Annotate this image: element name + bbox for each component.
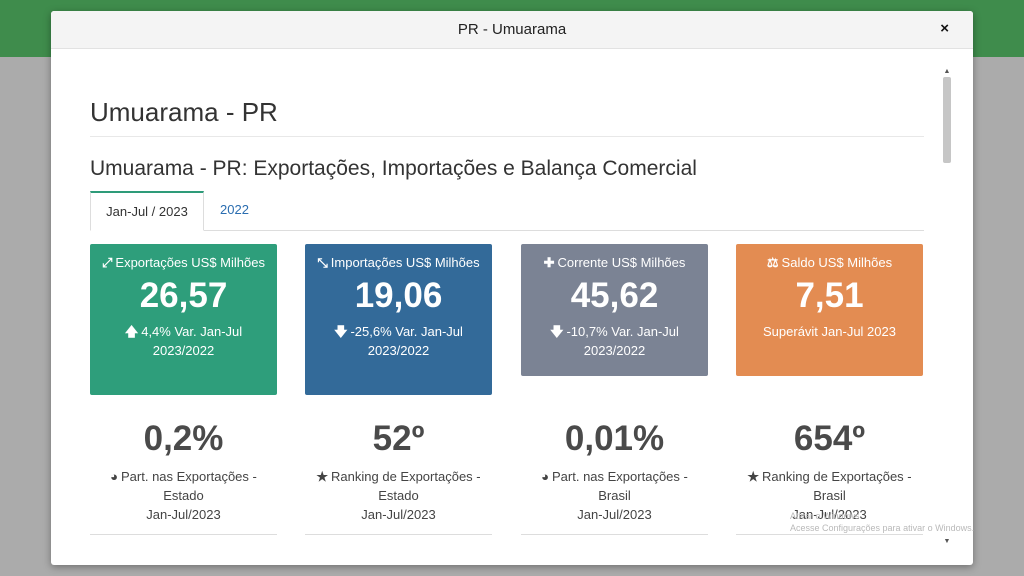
exports-value: 26,57: [139, 276, 228, 315]
modal-header: PR - Umuarama ×: [51, 11, 973, 49]
section-title: Umuarama - PR: Exportações, Importações …: [90, 157, 697, 180]
scroll-thumb[interactable]: [943, 77, 951, 163]
imports-value: 19,06: [354, 276, 443, 315]
exports-variation: 🡅 4,4% Var. Jan-Jul 2023/2022: [124, 324, 243, 358]
tab-2022[interactable]: 2022: [220, 202, 249, 217]
stat-share-state: 0,2% ◕ Part. nas Exportações - Estado Jan-…: [90, 419, 277, 535]
stat-ranking-brazil: 654º ★ Ranking de Exportações - Brasil Jan…: [736, 419, 923, 535]
star-icon: ★: [747, 469, 760, 484]
stat-value: 52º: [372, 419, 425, 458]
arrow-down-icon: 🡇: [334, 324, 348, 339]
exports-label: ⤢ Exportações US$ Milhões: [102, 255, 265, 270]
imports-label: ⤡ Importações US$ Milhões: [317, 255, 480, 270]
trade-flow-variation: 🡇 -10,7% Var. Jan-Jul 2023/2022: [550, 324, 679, 358]
star-icon: ★: [316, 469, 329, 484]
stat-value: 0,01%: [564, 419, 665, 458]
modal-body: Umuarama - PR Umuarama - PR: Exportações…: [51, 49, 941, 565]
exports-card: ⤢ Exportações US$ Milhões 26,57 🡅 4,4% Var…: [90, 244, 277, 395]
stat-value: 0,2%: [143, 419, 224, 458]
arrow-down-icon: 🡇: [550, 324, 564, 339]
balance-scale-icon: ⚖: [766, 255, 779, 270]
pie-chart-icon: ◕: [541, 469, 549, 484]
balance-status: Superávit Jan-Jul 2023: [763, 324, 896, 339]
trade-flow-card: ✚ Corrente US$ Milhões 45,62 🡇 -10,7% Var.…: [521, 244, 708, 376]
stat-label: ◕ Part. nas Exportações - Brasil Jan-Jul/2…: [541, 469, 688, 522]
modal-title: PR - Umuarama: [457, 21, 567, 38]
stat-period: Jan-Jul/2023: [146, 507, 221, 522]
modal-scrollbar[interactable]: ▲ ▼: [941, 67, 953, 547]
expand-arrows-icon: ⤢: [102, 255, 113, 270]
city-modal: PR - Umuarama × Umuarama - PR Umuarama -…: [51, 11, 973, 565]
pie-chart-icon: ◕: [110, 469, 118, 484]
balance-value: 7,51: [795, 276, 864, 315]
trade-flow-label: ✚ Corrente US$ Milhões: [543, 255, 686, 270]
balance-card: ⚖ Saldo US$ Milhões 7,51 Superávit Jan-Ju…: [736, 244, 923, 376]
stat-value: 654º: [793, 419, 866, 458]
trade-flow-value: 45,62: [570, 276, 659, 315]
arrow-up-icon: 🡅: [124, 324, 139, 339]
plus-icon: ✚: [543, 255, 555, 270]
stat-period: Jan-Jul/2023: [361, 507, 436, 522]
title-divider: [90, 136, 924, 137]
scroll-down-icon[interactable]: ▼: [943, 538, 951, 545]
watermark-line2: Acesse Configurações para ativar o Windo…: [790, 523, 975, 533]
stat-period: Jan-Jul/2023: [577, 507, 652, 522]
imports-card: ⤡ Importações US$ Milhões 19,06 🡇 -25,6% V…: [305, 244, 492, 395]
windows-activation-watermark: Ativar o Windows Acesse Configurações pa…: [790, 510, 974, 534]
imports-variation: 🡇 -25,6% Var. Jan-Jul 2023/2022: [334, 324, 463, 358]
stat-label: ★ Ranking de Exportações - Brasil Jan-Jul/…: [747, 469, 912, 522]
stat-share-brazil: 0,01% ◕ Part. nas Exportações - Brasil Jan…: [521, 419, 708, 535]
balance-label: ⚖ Saldo US$ Milhões: [766, 255, 893, 270]
watermark-line1: Ativar o Windows: [790, 511, 860, 521]
tab-jan-jul-2023[interactable]: Jan-Jul / 2023: [90, 191, 204, 231]
city-title: Umuarama - PR: [90, 97, 278, 127]
scroll-up-icon[interactable]: ▲: [943, 68, 951, 75]
stat-label: ★ Ranking de Exportações - Estado Jan-Jul/…: [316, 469, 481, 522]
period-tabs: Jan-Jul / 2023 2022: [90, 191, 924, 231]
stat-label: ◕ Part. nas Exportações - Estado Jan-Jul/2…: [110, 469, 257, 522]
stat-period: Jan-Jul/2023: [792, 507, 867, 522]
compress-arrows-icon: ⤡: [317, 255, 328, 270]
close-button[interactable]: ×: [940, 20, 949, 37]
stat-ranking-state: 52º ★ Ranking de Exportações - Estado Jan-…: [305, 419, 492, 535]
